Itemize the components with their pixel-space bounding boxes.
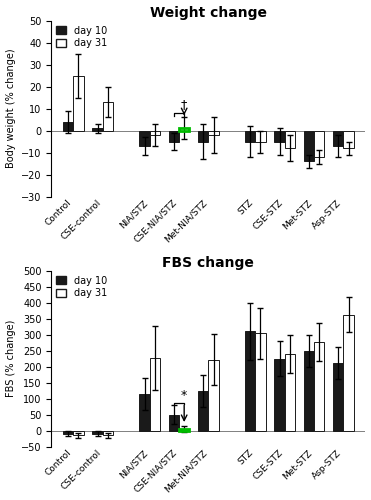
Bar <box>139 130 150 146</box>
Bar <box>92 430 103 434</box>
Title: Weight change: Weight change <box>150 6 267 20</box>
Bar <box>73 76 83 130</box>
Bar <box>169 130 179 141</box>
Title: FBS change: FBS change <box>162 256 255 270</box>
Bar <box>169 414 179 430</box>
Bar <box>198 390 209 430</box>
Bar <box>245 130 255 141</box>
Bar <box>245 332 255 430</box>
Bar <box>314 130 324 157</box>
Bar <box>179 429 189 430</box>
Bar <box>344 315 354 430</box>
Bar <box>179 128 189 130</box>
Bar <box>63 122 73 130</box>
Bar <box>255 130 266 141</box>
Bar <box>314 342 324 430</box>
Bar <box>255 333 266 430</box>
Legend: day 10, day 31: day 10, day 31 <box>56 26 107 48</box>
Bar <box>150 130 160 135</box>
Bar <box>179 429 189 430</box>
Bar <box>344 130 354 148</box>
Bar <box>285 354 295 430</box>
Bar <box>275 358 285 430</box>
Bar <box>179 128 189 130</box>
Bar <box>209 130 219 135</box>
Bar <box>150 358 160 430</box>
Bar <box>304 350 314 430</box>
Bar <box>275 130 285 141</box>
Y-axis label: Body weight (% change): Body weight (% change) <box>6 49 16 168</box>
Legend: day 10, day 31: day 10, day 31 <box>56 276 107 298</box>
Bar <box>73 430 83 436</box>
Y-axis label: FBS (% change): FBS (% change) <box>6 320 16 398</box>
Bar <box>103 102 113 130</box>
Bar <box>198 130 209 141</box>
Bar <box>63 430 73 434</box>
Text: †: † <box>181 98 187 111</box>
Bar <box>139 394 150 430</box>
Text: *: * <box>181 388 187 402</box>
Bar <box>333 130 344 146</box>
Bar <box>333 364 344 430</box>
Bar <box>285 130 295 148</box>
Bar <box>209 360 219 430</box>
Bar <box>103 430 113 436</box>
Bar <box>304 130 314 162</box>
Bar <box>92 128 103 130</box>
